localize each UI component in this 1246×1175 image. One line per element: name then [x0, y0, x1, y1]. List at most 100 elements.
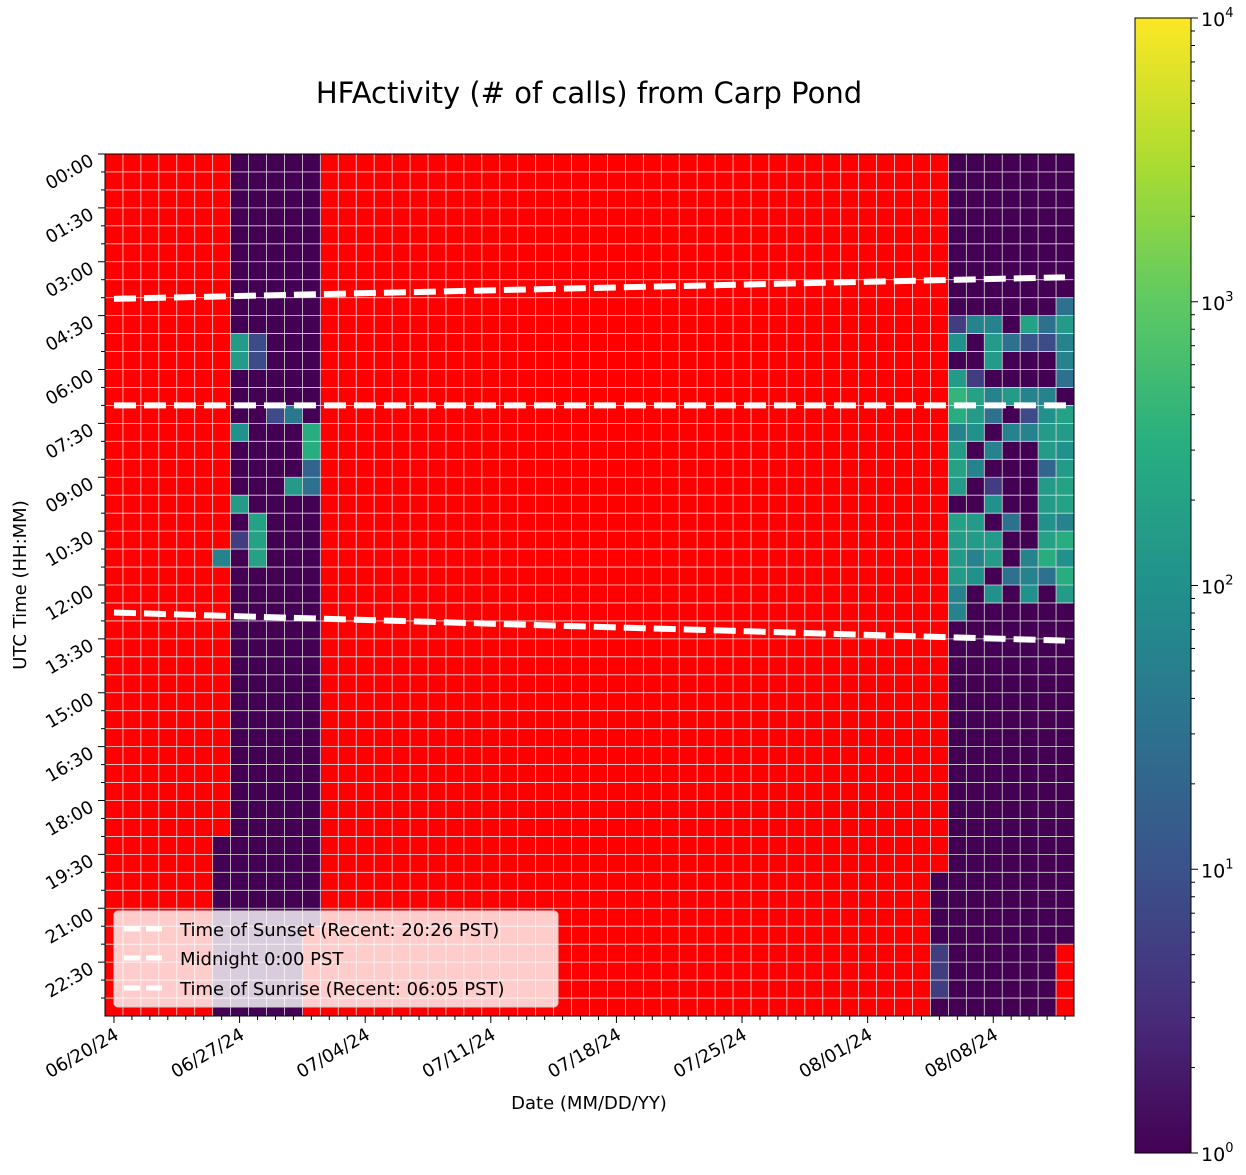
heatmap-cell [1002, 333, 1021, 352]
y-tick-label: 18:00 [42, 797, 97, 841]
heatmap-cell [1056, 351, 1075, 370]
y-axis: 00:00 01:30 03:00 04:30 06:00 07:30 09:00 10:30… [42, 150, 105, 1002]
recording-block-2 [302, 154, 321, 927]
heatmap-cell [230, 495, 249, 514]
heatmap-cell [948, 333, 967, 352]
heatmap-cell [1002, 513, 1021, 532]
heatmap-cell [984, 387, 1003, 406]
heatmap-cell [1038, 405, 1057, 424]
heatmap-cell [966, 369, 985, 388]
heatmap-cell [984, 351, 1003, 370]
heatmap-cell [948, 567, 967, 586]
heatmap-cell [984, 585, 1003, 604]
heatmap-cell [948, 423, 967, 442]
heatmap-cell [966, 315, 985, 334]
heatmap-cell [302, 423, 321, 442]
heatmap-cell [984, 549, 1003, 568]
heatmap-cell [1002, 423, 1021, 442]
heatmap-cell [1038, 495, 1057, 514]
heatmap-cell [1002, 387, 1021, 406]
heatmap-cell [948, 513, 967, 532]
heatmap-cell [1056, 549, 1075, 568]
heatmap-cell [230, 423, 249, 442]
x-tick-label: 06/20/24 [42, 1024, 123, 1083]
x-tick-label: 07/04/24 [293, 1024, 374, 1083]
heatmap-cell [212, 549, 231, 568]
legend: Time of Sunset (Recent: 20:26 PST) Midni… [113, 910, 559, 1008]
heatmap-cell [966, 567, 985, 586]
heatmap-cell [1002, 567, 1021, 586]
y-axis-label: UTC Time (HH:MM) [10, 500, 31, 669]
heatmap-cell [248, 351, 267, 370]
reference-lines [113, 274, 1074, 644]
y-tick-label: 15:00 [42, 689, 97, 733]
heatmap-cell [984, 405, 1003, 424]
heatmap-cell [966, 513, 985, 532]
heatmap-cell [1020, 315, 1039, 334]
heatmap-cell [266, 405, 285, 424]
heatmap-cell [948, 549, 967, 568]
y-tick-label: 10:30 [42, 527, 97, 571]
y-tick-label: 04:30 [42, 312, 97, 356]
heatmap-cell [948, 477, 967, 496]
heatmap-cell [1038, 531, 1057, 550]
colorbar-gradient [1134, 17, 1192, 1154]
heatmap-cell [302, 477, 321, 496]
heatmap-cell [1056, 315, 1075, 334]
heatmap-cell [1056, 369, 1075, 388]
y-tick-label: 22:30 [42, 958, 97, 1002]
y-tick-label: 01:30 [42, 204, 97, 248]
heatmap-cell [948, 459, 967, 478]
colorbar-tick-label: 100 [1201, 1141, 1233, 1166]
heatmap-cell [930, 962, 949, 981]
heatmap-cell [230, 333, 249, 352]
heatmap-cell [984, 441, 1003, 460]
y-tick-label: 12:00 [42, 581, 97, 625]
y-tick-label: 19:30 [42, 851, 97, 895]
heatmap-cell [1020, 333, 1039, 352]
colorbar-tick-label: 102 [1201, 574, 1233, 599]
sunset-line [113, 274, 1066, 302]
heatmap-cell [1056, 441, 1075, 460]
heatmap-cell [1038, 459, 1057, 478]
y-tick-label: 00:00 [42, 150, 97, 194]
legend-box [113, 910, 559, 1008]
heatmap-cell [1020, 405, 1039, 424]
heatmap-cell [948, 531, 967, 550]
heatmap-cell [1038, 549, 1057, 568]
heatmap-cell [966, 549, 985, 568]
heatmap-cell [230, 351, 249, 370]
heatmap-cell [1038, 423, 1057, 442]
colorbar-tick-label: 104 [1201, 6, 1233, 31]
heatmap-cell [1056, 513, 1075, 532]
colorbar-tick-label: 103 [1201, 290, 1233, 315]
heatmap-cell [1020, 423, 1039, 442]
y-tick-label: 09:00 [42, 473, 97, 517]
heatmap-cell [1020, 387, 1039, 406]
heatmap-cell [1020, 567, 1039, 586]
colorbar: 100 101 102 103 104 [1134, 6, 1233, 1166]
y-tick-label: 16:30 [42, 743, 97, 787]
heatmap-cell [1056, 423, 1075, 442]
x-axis-label: Date (MM/DD/YY) [511, 1093, 667, 1114]
heatmap-cell [1056, 405, 1075, 424]
heatmap-cell [248, 333, 267, 352]
y-tick-label: 06:00 [42, 366, 97, 410]
sunrise-line [113, 609, 1066, 644]
heatmap-cell [284, 405, 303, 424]
y-tick-label: 21:00 [42, 904, 97, 948]
heatmap-cell [1056, 333, 1075, 352]
heatmap-cell [1038, 441, 1057, 460]
heatmap-cell [248, 549, 267, 568]
heatmap-cell [1038, 387, 1057, 406]
colorbar-tick-label: 101 [1201, 857, 1233, 882]
legend-label-sunrise: Time of Sunrise (Recent: 06:05 PST) [179, 979, 505, 1000]
heatmap-cell [984, 477, 1003, 496]
heatmap-cell [1056, 567, 1075, 586]
x-tick-label: 07/11/24 [419, 1024, 500, 1083]
heatmap-cell [1056, 297, 1075, 316]
heatmap-cell [984, 495, 1003, 514]
heatmap-cell [948, 387, 967, 406]
heatmap-cell [284, 477, 303, 496]
heatmap-cell [930, 980, 949, 999]
